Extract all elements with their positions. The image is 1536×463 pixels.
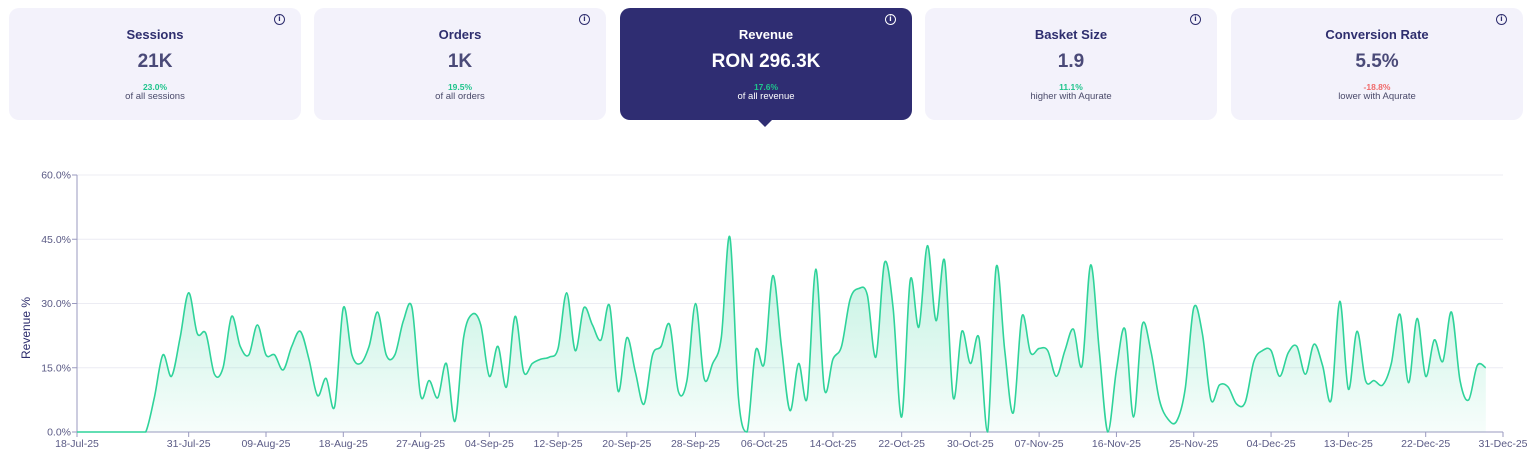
- info-circle-icon[interactable]: i: [1190, 14, 1201, 25]
- y-tick-label: 30.0%: [41, 298, 71, 310]
- kpi-delta: -18.8%: [1363, 82, 1391, 92]
- kpi-card-conversion-rate[interactable]: i Conversion Rate 5.5% -18.8% lower with…: [1231, 8, 1523, 120]
- x-tick-label: 12-Sep-25: [534, 438, 583, 450]
- kpi-subtitle: of all orders: [435, 91, 485, 102]
- kpi-cards: i Sessions 21K 23.0% of all sessions i O…: [9, 8, 1525, 127]
- kpi-title: Sessions: [126, 27, 184, 42]
- kpi-card-sessions[interactable]: i Sessions 21K 23.0% of all sessions: [9, 8, 301, 120]
- x-tick-label: 31-Jul-25: [167, 438, 211, 450]
- x-tick-label: 27-Aug-25: [396, 438, 445, 450]
- x-tick-label: 04-Sep-25: [465, 438, 514, 450]
- kpi-delta: 17.6%: [753, 82, 779, 92]
- x-tick-label: 16-Nov-25: [1092, 438, 1141, 450]
- kpi-title: Basket Size: [1034, 27, 1108, 42]
- kpi-subtitle: of all revenue: [737, 91, 795, 102]
- kpi-card-revenue[interactable]: i Revenue RON 296.3K 17.6% of all revenu…: [620, 8, 912, 127]
- kpi-title: Orders: [438, 27, 482, 42]
- x-tick-label: 07-Nov-25: [1015, 438, 1064, 450]
- y-tick-label: 15.0%: [41, 362, 71, 374]
- kpi-value: 1.9: [1057, 51, 1085, 72]
- x-tick-label: 18-Aug-25: [319, 438, 368, 450]
- x-tick-label: 30-Oct-25: [947, 438, 994, 450]
- kpi-value: 21K: [137, 51, 173, 72]
- x-tick-label: 09-Aug-25: [241, 438, 290, 450]
- info-circle-icon[interactable]: i: [274, 14, 285, 25]
- kpi-value: RON 296.3K: [711, 51, 821, 72]
- kpi-delta: 23.0%: [142, 82, 168, 92]
- x-tick-label: 31-Dec-25: [1478, 438, 1527, 450]
- x-tick-label: 28-Sep-25: [671, 438, 720, 450]
- active-card-pointer: [758, 120, 772, 127]
- x-tick-label: 13-Dec-25: [1324, 438, 1373, 450]
- kpi-title: Conversion Rate: [1325, 27, 1429, 42]
- info-circle-icon[interactable]: i: [1496, 14, 1507, 25]
- x-tick-label: 20-Sep-25: [602, 438, 651, 450]
- info-circle-icon[interactable]: i: [579, 14, 590, 25]
- y-tick-label: 0.0%: [47, 427, 71, 439]
- y-axis-label: Revenue %: [19, 297, 33, 359]
- x-tick-label: 22-Dec-25: [1401, 438, 1450, 450]
- chart-gridlines: [77, 174, 1503, 369]
- kpi-value: 5.5%: [1355, 51, 1399, 72]
- info-circle-icon[interactable]: i: [885, 14, 896, 25]
- series-area-fill: [77, 236, 1486, 432]
- x-tick-label: 25-Nov-25: [1169, 438, 1218, 450]
- kpi-card-orders[interactable]: i Orders 1K 19.5% of all orders: [314, 8, 606, 120]
- kpi-card-basket-size[interactable]: i Basket Size 1.9 11.1% higher with Aqur…: [925, 8, 1217, 120]
- x-tick-label: 14-Oct-25: [810, 438, 857, 450]
- series-line: [77, 235, 1487, 433]
- kpi-subtitle: of all sessions: [125, 91, 185, 102]
- x-tick-label: 06-Oct-25: [741, 438, 788, 450]
- x-tick-label: 04-Dec-25: [1247, 438, 1296, 450]
- kpi-delta: 19.5%: [447, 82, 473, 92]
- x-tick-label: 22-Oct-25: [878, 438, 925, 450]
- kpi-delta: 11.1%: [1059, 82, 1083, 92]
- kpi-title: Revenue: [738, 27, 794, 42]
- y-tick-label: 45.0%: [41, 234, 71, 246]
- kpi-subtitle: lower with Aqurate: [1338, 91, 1416, 102]
- revenue-area-chart[interactable]: 0.0% 15.0% 30.0% 45.0% 60.0% 18-Jul-25 31-Jul-…: [0, 160, 1536, 463]
- y-tick-label: 60.0%: [41, 170, 71, 182]
- chart-series: [77, 235, 1487, 433]
- kpi-value: 1K: [447, 51, 473, 72]
- x-tick-label: 18-Jul-25: [55, 438, 99, 450]
- kpi-subtitle: higher with Aqurate: [1030, 91, 1112, 102]
